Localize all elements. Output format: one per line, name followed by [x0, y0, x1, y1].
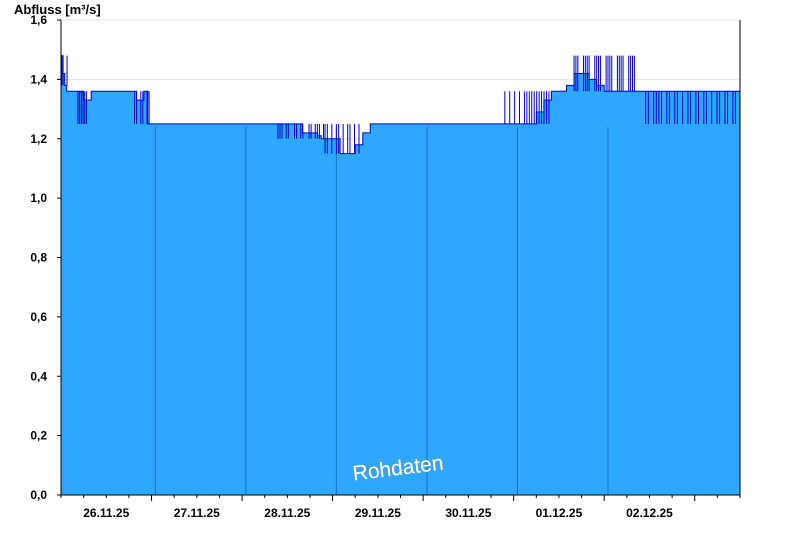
measurement-spikes — [61, 55, 736, 154]
area-fill — [61, 55, 740, 495]
y-tick-label: 0,8 — [30, 251, 47, 265]
y-axis-ticks: 0,0 0,2 0,4 0,6 0,8 1,0 1,2 1,4 1,6 — [30, 13, 61, 502]
x-tick-label: 28.11.25 — [264, 506, 310, 520]
y-tick-label: 1,0 — [30, 191, 47, 205]
x-tick-label: 27.11.25 — [174, 506, 220, 520]
x-tick-label: 30.11.25 — [445, 506, 491, 520]
y-axis-title: Abfluss [m³/s] — [14, 2, 101, 17]
discharge-area — [61, 55, 740, 495]
x-tick-label: 29.11.25 — [355, 506, 401, 520]
area-outline — [61, 55, 740, 155]
y-tick-label: 0,0 — [30, 488, 47, 502]
y-tick-label: 0,2 — [30, 429, 47, 443]
x-tick-label: 01.12.25 — [536, 506, 583, 520]
y-tick-label: 1,4 — [30, 72, 47, 86]
y-tick-label: 1,6 — [30, 13, 47, 27]
y-tick-label: 0,6 — [30, 310, 47, 324]
y-tick-label: 0,4 — [30, 369, 47, 383]
x-axis-ticks: 26.11.25 27.11.25 28.11.25 29.11.25 30.11.25… — [60, 495, 741, 520]
x-tick-label: 26.11.25 — [83, 506, 129, 520]
day-separator-lines — [154, 126, 609, 495]
y-tick-label: 1,2 — [30, 132, 47, 146]
x-tick-label: 02.12.25 — [626, 506, 673, 520]
